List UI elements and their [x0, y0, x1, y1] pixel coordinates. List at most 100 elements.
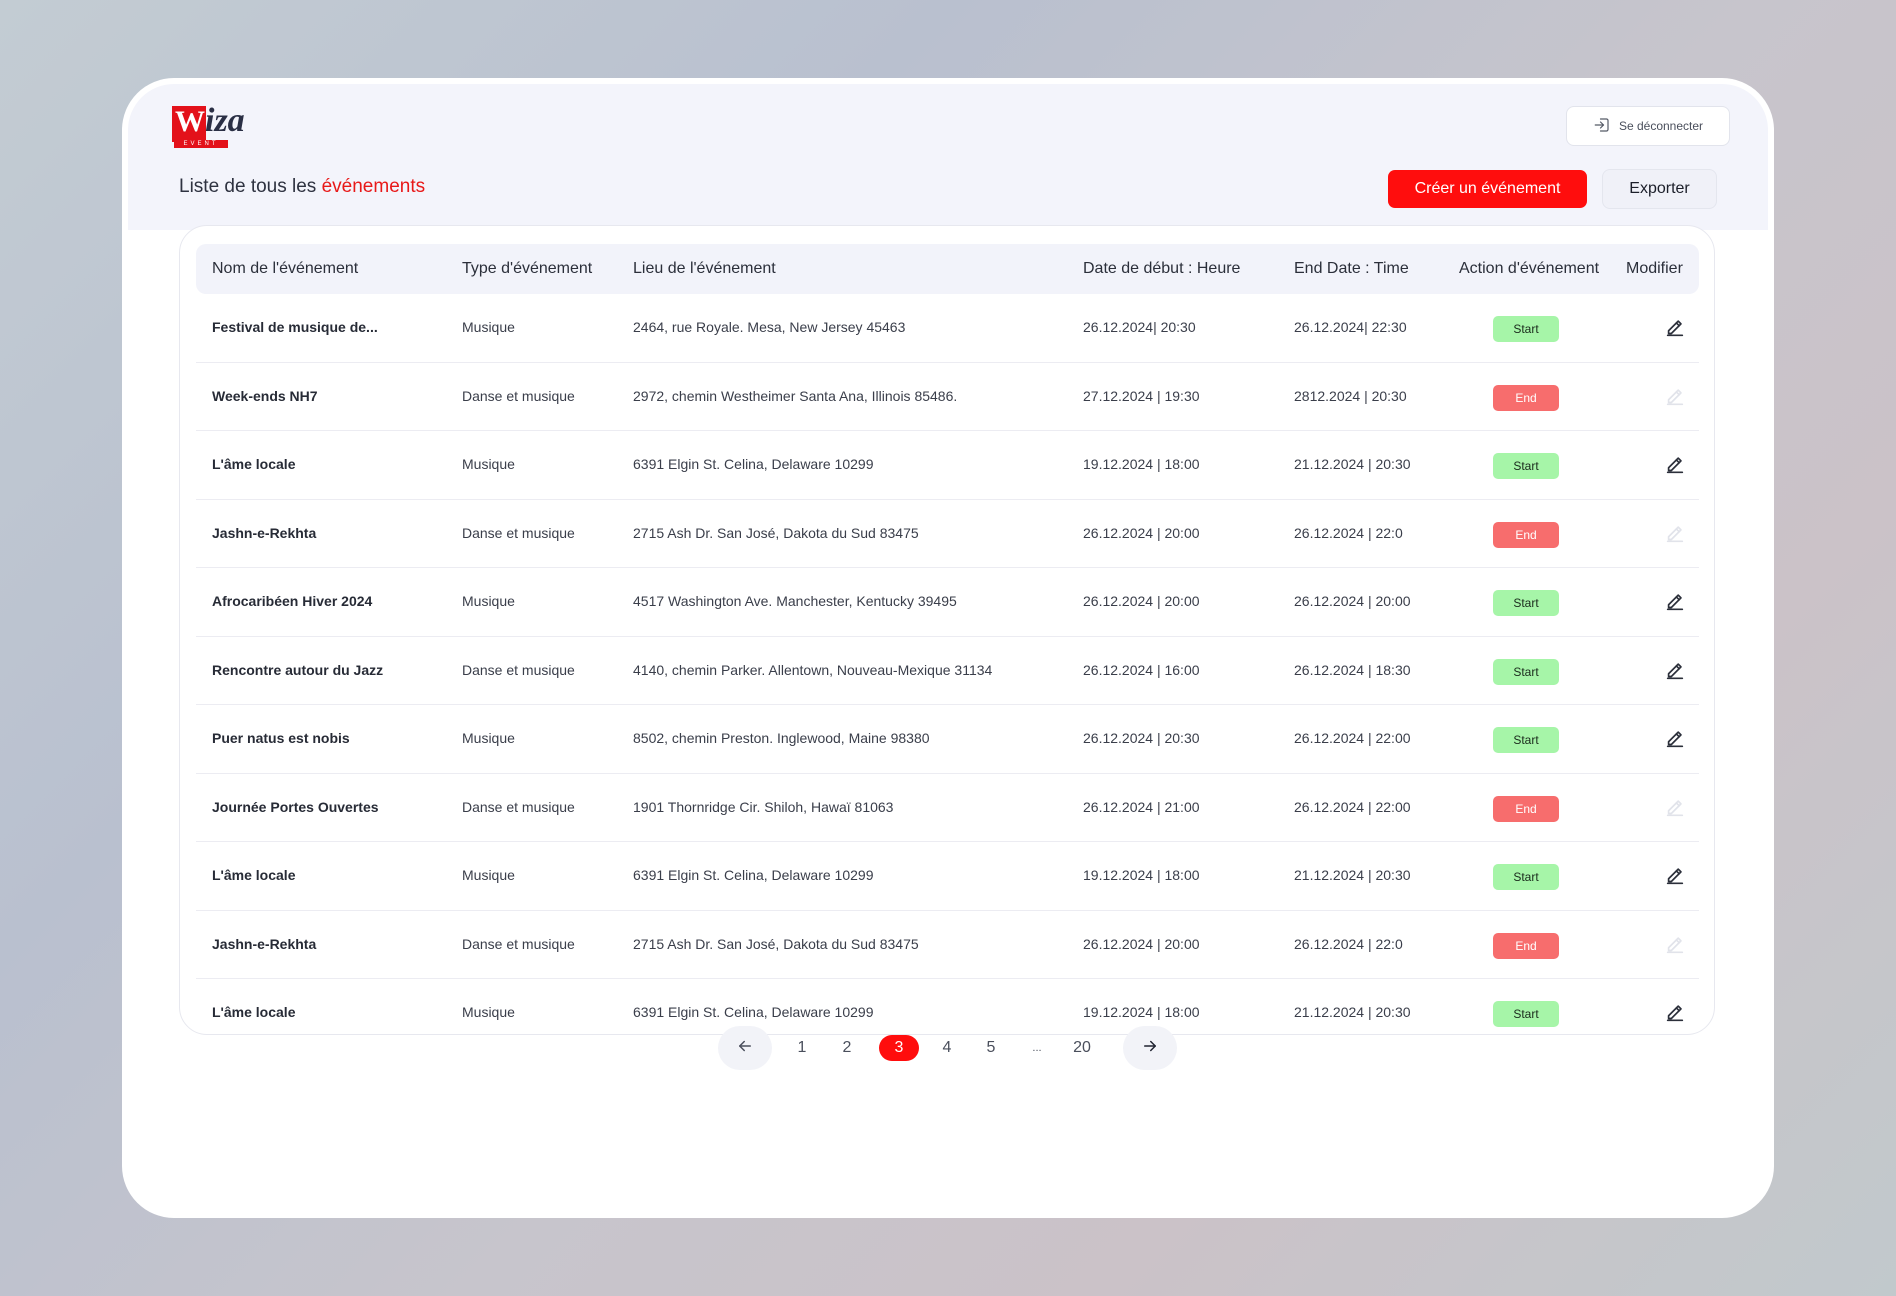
create-event-button[interactable]: Créer un événement: [1388, 170, 1587, 208]
page-number[interactable]: 1: [797, 1039, 807, 1056]
start-event-button[interactable]: Start: [1493, 316, 1559, 342]
event-type: Musique: [462, 456, 515, 472]
event-type: Musique: [462, 1004, 515, 1020]
event-name: Journée Portes Ouvertes: [212, 798, 379, 815]
event-end: 21.12.2024 | 20:30: [1294, 1004, 1411, 1020]
event-end: 26.12.2024 | 22:0: [1294, 524, 1403, 541]
page-number[interactable]: 3: [879, 1035, 919, 1061]
event-end: 21.12.2024 | 20:30: [1294, 456, 1411, 472]
logout-button[interactable]: Se déconnecter: [1566, 106, 1730, 146]
event-location: 6391 Elgin St. Celina, Delaware 10299: [633, 867, 874, 883]
arrow-left-icon: [736, 1037, 754, 1060]
event-start: 26.12.2024| 20:30: [1083, 319, 1196, 335]
column-header-edit: Modifier: [1626, 260, 1683, 277]
event-name: Jashn-e-Rekhta: [212, 935, 317, 952]
table-row[interactable]: Festival de musique de... Musique 2464, ru…: [196, 294, 1699, 363]
logo-letter: W: [175, 105, 205, 138]
start-event-button[interactable]: Start: [1493, 727, 1559, 753]
event-type: Danse et musique: [462, 935, 575, 952]
pagination-ellipsis: ...: [1032, 1042, 1042, 1054]
page-number[interactable]: 2: [842, 1039, 852, 1056]
event-location: 2464, rue Royale. Mesa, New Jersey 45463: [633, 319, 906, 335]
end-event-button[interactable]: End: [1493, 795, 1559, 822]
event-location: 8502, chemin Preston. Inglewood, Maine 9…: [633, 730, 930, 746]
event-end: 26.12.2024 | 22:0: [1294, 935, 1403, 952]
events-table: Nom de l'événement Type d'événement Lieu…: [179, 225, 1715, 1035]
table-row[interactable]: Afrocaribéen Hiver 2024 Musique 4517 Washi…: [196, 568, 1699, 637]
logo-subtitle: EVENT: [174, 140, 228, 148]
event-start: 26.12.2024 | 21:00: [1083, 798, 1200, 815]
page-title-accent: événements: [321, 176, 426, 197]
edit-icon: [1664, 523, 1686, 545]
event-start: 19.12.2024 | 18:00: [1083, 867, 1200, 883]
start-event-button[interactable]: Start: [1493, 1001, 1559, 1027]
column-header-name: Nom de l'événement: [212, 260, 359, 277]
event-location: 6391 Elgin St. Celina, Delaware 10299: [633, 1004, 874, 1020]
table-row[interactable]: L'âme locale Musique 6391 Elgin St. Celina…: [196, 979, 1699, 1047]
table-row[interactable]: Jashn-e-Rekhta Danse et musique 2715 Ash D…: [196, 500, 1699, 568]
table-row[interactable]: L'âme locale Musique 6391 Elgin St. Celina…: [196, 842, 1699, 911]
event-type: Musique: [462, 730, 515, 746]
table-row[interactable]: Journée Portes Ouvertes Danse et musique 1…: [196, 774, 1699, 842]
event-type: Danse et musique: [462, 524, 575, 541]
event-name: Rencontre autour du Jazz: [212, 661, 384, 678]
start-event-button[interactable]: Start: [1493, 590, 1559, 616]
table-row[interactable]: Puer natus est nobis Musique 8502, chemin …: [196, 705, 1699, 774]
edit-icon[interactable]: [1664, 728, 1686, 750]
event-location: 4140, chemin Parker. Allentown, Nouveau-…: [633, 661, 993, 678]
end-event-button[interactable]: End: [1493, 932, 1559, 959]
event-name: L'âme locale: [212, 456, 296, 472]
event-end: 26.12.2024 | 22:00: [1294, 730, 1411, 746]
column-header-type: Type d'événement: [462, 260, 593, 277]
edit-icon: [1664, 797, 1686, 819]
edit-icon[interactable]: [1664, 865, 1686, 887]
event-start: 27.12.2024 | 19:30: [1083, 387, 1200, 404]
export-button[interactable]: Exporter: [1602, 169, 1717, 209]
event-location: 6391 Elgin St. Celina, Delaware 10299: [633, 456, 874, 472]
main-card: W iza EVENT Se déconnecter Liste de tous…: [122, 78, 1774, 1218]
logout-icon: [1593, 116, 1611, 137]
page-number[interactable]: 4: [942, 1039, 952, 1056]
event-name: Festival de musique de...: [212, 319, 378, 335]
page-number[interactable]: 20: [1073, 1039, 1091, 1056]
edit-icon[interactable]: [1664, 1002, 1686, 1024]
event-end: 26.12.2024 | 20:00: [1294, 593, 1411, 609]
table-header: Nom de l'événement Type d'événement Lieu…: [196, 244, 1699, 294]
table-row[interactable]: Rencontre autour du Jazz Danse et musique…: [196, 637, 1699, 705]
event-start: 26.12.2024 | 20:00: [1083, 524, 1200, 541]
event-start: 26.12.2024 | 20:30: [1083, 730, 1200, 746]
event-location: 2972, chemin Westheimer Santa Ana, Illin…: [633, 387, 958, 404]
edit-icon[interactable]: [1664, 660, 1686, 682]
edit-icon[interactable]: [1664, 454, 1686, 476]
edit-icon: [1664, 934, 1686, 956]
event-location: 1901 Thornridge Cir. Shiloh, Hawaï 81063: [633, 798, 894, 815]
end-event-button[interactable]: End: [1493, 521, 1559, 548]
event-start: 26.12.2024 | 20:00: [1083, 593, 1200, 609]
wiza-logo[interactable]: W iza EVENT: [172, 102, 262, 148]
prev-page-button[interactable]: [718, 1026, 772, 1070]
table-row[interactable]: L'âme locale Musique 6391 Elgin St. Celina…: [196, 431, 1699, 500]
table-row[interactable]: Jashn-e-Rekhta Danse et musique 2715 Ash D…: [196, 911, 1699, 979]
event-type: Danse et musique: [462, 798, 575, 815]
event-start: 19.12.2024 | 18:00: [1083, 456, 1200, 472]
next-page-button[interactable]: [1123, 1026, 1177, 1070]
event-type: Danse et musique: [462, 661, 575, 678]
event-end: 26.12.2024 | 18:30: [1294, 661, 1411, 678]
page-number[interactable]: 5: [986, 1039, 996, 1056]
event-type: Musique: [462, 867, 515, 883]
top-bar: W iza EVENT Se déconnecter: [128, 84, 1768, 230]
edit-icon[interactable]: [1664, 317, 1686, 339]
event-type: Danse et musique: [462, 387, 575, 404]
start-event-button[interactable]: Start: [1493, 864, 1559, 890]
event-type: Musique: [462, 319, 515, 335]
page-title-prefix: Liste de tous les: [179, 176, 322, 197]
page-title: Liste de tous les événements: [179, 176, 425, 198]
table-row[interactable]: Week-ends NH7 Danse et musique 2972, chemi…: [196, 363, 1699, 431]
start-event-button[interactable]: Start: [1493, 453, 1559, 479]
event-location: 4517 Washington Ave. Manchester, Kentuck…: [633, 593, 957, 609]
end-event-button[interactable]: End: [1493, 384, 1559, 411]
start-event-button[interactable]: Start: [1493, 658, 1559, 685]
edit-icon[interactable]: [1664, 591, 1686, 613]
event-name: Afrocaribéen Hiver 2024: [212, 593, 373, 609]
event-name: Puer natus est nobis: [212, 730, 350, 746]
